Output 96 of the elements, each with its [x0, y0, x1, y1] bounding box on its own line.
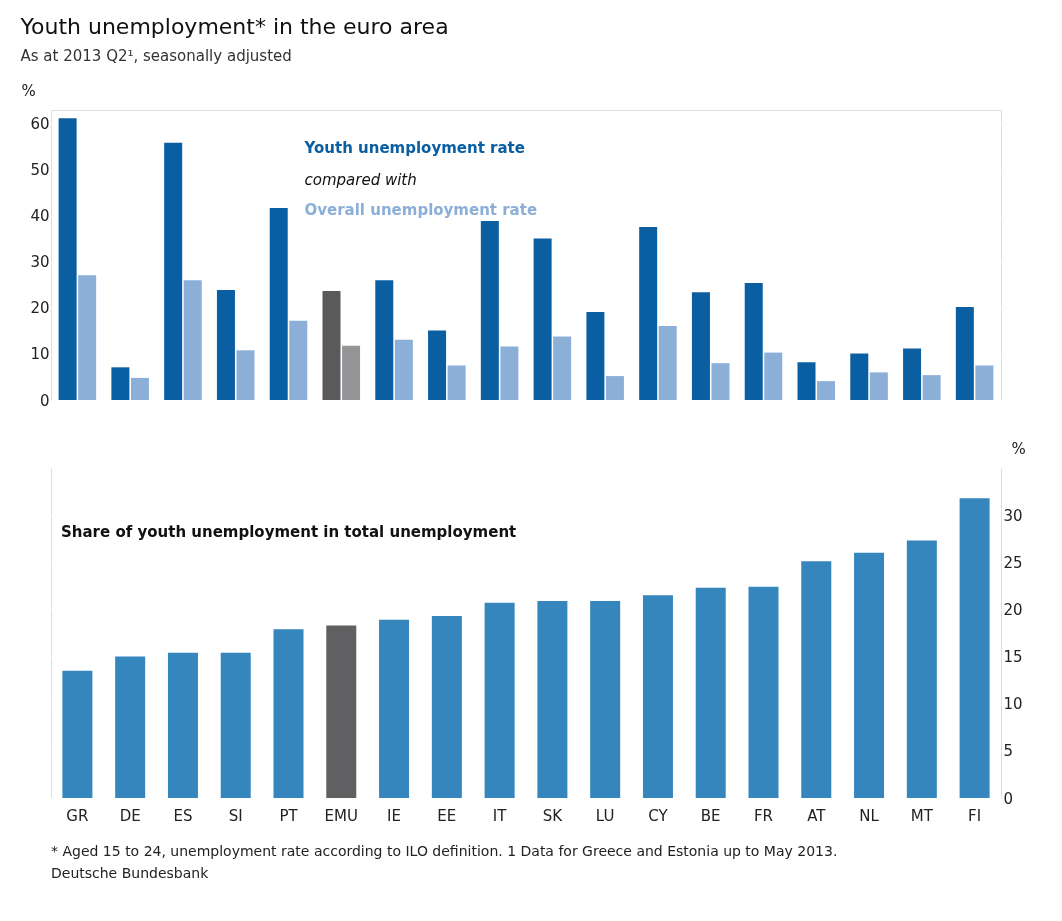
- bar: [764, 352, 783, 400]
- y-tick-label: 10: [30, 345, 50, 364]
- bar: [78, 275, 97, 400]
- x-tick-label: AT: [807, 806, 827, 825]
- x-tick-label: GR: [66, 806, 89, 825]
- bar: [975, 365, 994, 400]
- bar: [111, 367, 130, 400]
- text: Share of youth unemployment in total unemployment: [61, 523, 517, 542]
- bar: [500, 346, 519, 400]
- bar: [817, 381, 836, 400]
- y-axis-title: %: [1011, 439, 1026, 458]
- y-tick-label: 50: [30, 161, 50, 180]
- y-tick-label: 0: [1003, 789, 1014, 808]
- y-tick-label: 30: [1003, 506, 1023, 525]
- y-tick-label: 5: [1003, 742, 1014, 761]
- bar: [167, 652, 198, 798]
- bar: [711, 363, 730, 400]
- x-tick-label: ES: [173, 806, 193, 825]
- bar: [58, 118, 77, 400]
- bar: [379, 619, 410, 798]
- bar: [130, 377, 149, 400]
- x-tick-label: IE: [387, 806, 402, 825]
- bar: [484, 602, 515, 798]
- bar: [220, 652, 251, 798]
- text: Deutsche Bundesbank: [51, 865, 210, 881]
- bar: [695, 587, 726, 798]
- bar: [164, 142, 183, 400]
- bar: [480, 220, 499, 400]
- bar: [322, 290, 341, 400]
- bar: [289, 320, 308, 400]
- bar: [537, 600, 568, 798]
- x-tick-label: MT: [910, 806, 934, 825]
- bar: [906, 540, 937, 798]
- bar: [394, 339, 413, 400]
- bar: [326, 625, 357, 798]
- bar: [553, 336, 572, 400]
- x-tick-label: CY: [648, 806, 669, 825]
- bar: [431, 616, 462, 798]
- x-tick-label: FI: [968, 806, 982, 825]
- bar: [342, 345, 361, 400]
- bar: [744, 283, 763, 400]
- bar: [903, 348, 922, 400]
- bar: [605, 376, 624, 400]
- bar: [748, 586, 779, 798]
- bar: [216, 289, 235, 400]
- bar: [850, 353, 869, 400]
- y-tick-label: 20: [1003, 600, 1023, 619]
- y-tick-label: 0: [39, 391, 50, 410]
- x-tick-label: SI: [228, 806, 243, 825]
- chart-subtitle: As at 2013 Q2¹, seasonally adjusted: [20, 46, 292, 65]
- x-tick-label: EE: [437, 806, 457, 825]
- y-tick-label: 10: [1003, 695, 1023, 714]
- x-tick-label: PT: [279, 806, 299, 825]
- y-tick-label: 40: [30, 207, 50, 226]
- bar: [115, 656, 146, 798]
- bar: [658, 325, 677, 400]
- x-tick-label: NL: [859, 806, 880, 825]
- bar: [375, 280, 394, 400]
- bar: [590, 600, 621, 798]
- bar: [273, 629, 304, 798]
- bar: [533, 238, 552, 400]
- x-tick-label: BE: [700, 806, 721, 825]
- bar: [691, 292, 710, 400]
- bar: [269, 208, 288, 400]
- x-tick-label: EMU: [324, 806, 358, 825]
- x-tick-label: DE: [119, 806, 141, 825]
- y-tick-label: 20: [30, 299, 50, 318]
- bar: [447, 365, 466, 400]
- bar: [642, 595, 673, 798]
- chart-title: Youth unemployment* in the euro area: [19, 13, 449, 39]
- bar: [959, 498, 990, 798]
- x-tick-label: SK: [542, 806, 564, 825]
- bar: [62, 670, 93, 798]
- y-tick-label: 15: [1003, 648, 1023, 667]
- text: Youth unemployment rate: [303, 138, 525, 157]
- bar: [801, 561, 832, 798]
- bar: [639, 226, 658, 400]
- bar: [183, 280, 202, 400]
- bar: [428, 330, 447, 400]
- bar: [955, 307, 974, 400]
- annotation: compared with: [304, 170, 417, 189]
- x-tick-label: LU: [595, 806, 615, 825]
- bar: [797, 362, 816, 400]
- x-tick-label: IT: [492, 806, 508, 825]
- bar: [854, 552, 885, 798]
- text: * Aged 15 to 24, unemployment rate according to ILO definition. 1 Data for Greece and Estonia up to May 2013.: [51, 843, 838, 859]
- y-tick-label: 60: [30, 115, 50, 134]
- bar: [586, 312, 605, 400]
- bar: [922, 375, 941, 400]
- y-tick-label: 30: [30, 253, 50, 272]
- y-tick-label: 25: [1003, 553, 1023, 572]
- text: Overall unemployment rate: [304, 201, 538, 220]
- x-tick-label: FR: [753, 806, 774, 825]
- bar: [869, 372, 888, 400]
- y-axis-title: %: [21, 81, 36, 100]
- bar: [236, 350, 255, 400]
